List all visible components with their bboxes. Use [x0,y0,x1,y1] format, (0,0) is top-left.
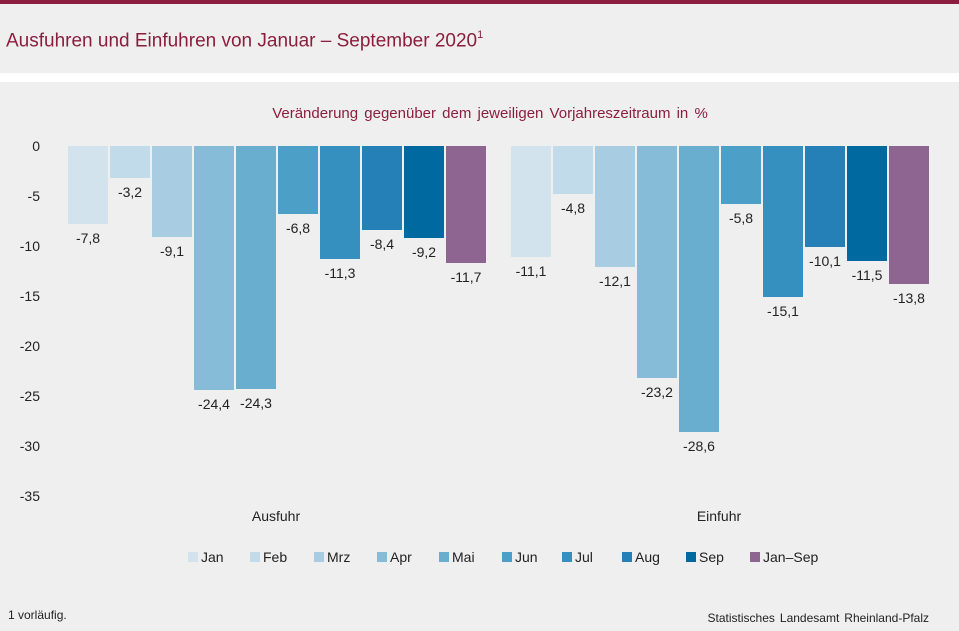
data-label: -23,2 [641,384,673,400]
bar [236,146,276,389]
data-label: -11,3 [325,265,356,281]
data-label: -6,8 [286,220,310,236]
data-label: -7,8 [76,230,100,246]
page-title: Ausfuhren und Einfuhren von Januar – Sep… [6,29,484,52]
bar [278,146,318,214]
data-label: -24,4 [198,396,230,412]
source-part: Rheinland-Pfalz [844,611,929,625]
bar [805,146,845,247]
data-label: -3,2 [118,184,142,200]
legend-swatch [686,552,696,562]
legend-label: Aug [635,549,660,565]
title-text: Ausfuhren und Einfuhren von Januar – Sep… [6,30,478,52]
bar [763,146,803,297]
footnote: 1 vorläufig. [8,608,67,622]
data-label: -5,8 [729,210,753,226]
data-label: -10,1 [809,253,841,269]
top-rule [0,0,959,4]
legend-swatch [562,552,572,562]
data-label: -15,1 [767,303,799,319]
y-tick-label: -30 [20,438,40,454]
legend-swatch [750,552,760,562]
legend-label: Mai [452,549,475,565]
data-label: -24,3 [240,395,272,411]
bar [889,146,929,284]
y-tick-label: -25 [20,388,40,404]
bar [637,146,677,378]
bar [362,146,402,230]
legend-swatch [377,552,387,562]
data-label: -9,1 [160,243,184,259]
bar [404,146,444,238]
legend-label: Jul [575,549,593,565]
bar [595,146,635,267]
data-label: -9,2 [412,244,436,260]
bar [553,146,593,194]
data-label: -13,8 [893,290,925,306]
legend-swatch [188,552,198,562]
header [0,4,959,74]
bar [511,146,551,257]
source-part: Landesamt [779,611,840,625]
legend-label: Jun [515,549,538,565]
y-tick-label: -5 [28,188,41,204]
bar [110,146,150,178]
legend-label: Feb [263,549,287,565]
data-label: -12,1 [599,273,631,289]
title-footnote-marker: 1 [477,29,484,41]
data-label: -4,8 [561,200,585,216]
bar [320,146,360,259]
legend-swatch [250,552,260,562]
bar [847,146,887,261]
legend-label: Apr [390,549,412,565]
bar [446,146,486,263]
category-label: Einfuhr [697,508,742,524]
y-tick-label: 0 [32,138,40,154]
data-label: -11,5 [852,267,883,283]
legend-label: Mrz [327,549,350,565]
source-part: Statistisches [707,611,775,625]
legend-label: Sep [699,549,724,565]
legend-swatch [314,552,324,562]
source-credit: Statistisches Landesamt Rheinland-Pfalz [703,611,929,625]
legend-label: Jan–Sep [763,549,818,565]
legend-label: Jan [201,549,224,565]
legend-swatch [502,552,512,562]
data-label: -11,7 [451,269,482,285]
header-divider [0,73,959,82]
legend-swatch [622,552,632,562]
bar [721,146,761,204]
bar [152,146,192,237]
data-label: -28,6 [683,438,715,454]
category-label: Ausfuhr [252,508,301,524]
y-tick-label: -10 [20,238,40,254]
y-tick-label: -15 [20,288,40,304]
data-label: -8,4 [370,236,394,252]
y-tick-label: -35 [20,488,40,504]
chart-subtitle: Veränderung gegenüber dem jeweiligen Vor… [272,105,708,122]
y-tick-label: -20 [20,338,40,354]
bar [194,146,234,390]
bar [679,146,719,432]
data-label: -11,1 [516,263,547,279]
legend-swatch [439,552,449,562]
bar [68,146,108,224]
